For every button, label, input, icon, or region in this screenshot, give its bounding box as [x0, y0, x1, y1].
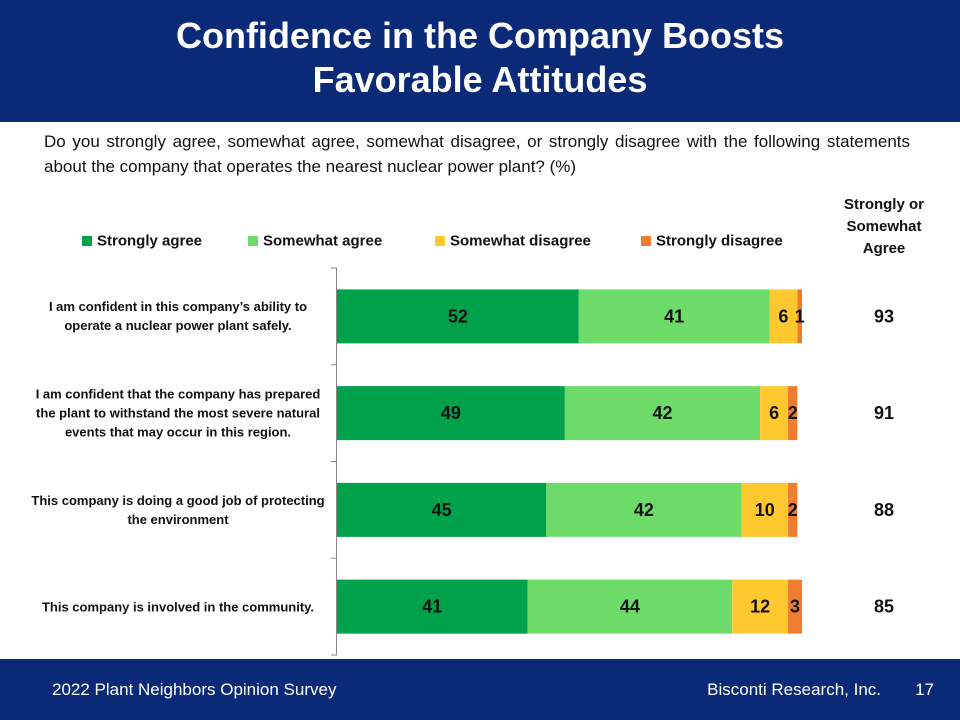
slide-title: Confidence in the Company Boosts Favorab… — [175, 15, 785, 100]
value-label: 44 — [620, 597, 640, 617]
bar-segment — [760, 386, 789, 441]
value-label: 41 — [664, 306, 684, 326]
bar-segment — [527, 579, 733, 634]
bar-segment — [741, 482, 789, 537]
legend-swatch — [435, 236, 445, 246]
bar-segment — [788, 482, 798, 537]
bar-segment — [578, 289, 770, 344]
bar-segment — [337, 579, 528, 634]
value-label: 2 — [788, 500, 798, 520]
bar-segment — [797, 289, 802, 344]
value-label: 52 — [448, 306, 468, 326]
category-label: This company is doing a good job of prot… — [31, 492, 325, 527]
value-label: 10 — [755, 500, 775, 520]
bar-segment — [564, 386, 761, 441]
side-value: 85 — [874, 597, 894, 617]
bar-segment — [769, 289, 798, 344]
side-header: Strongly or Somewhat Agree — [843, 196, 924, 257]
legend-swatch — [248, 236, 258, 246]
category-label: This company is involved in the communit… — [41, 599, 315, 615]
bar-segment — [337, 386, 565, 441]
page-number: 17 — [915, 680, 934, 699]
header-band — [0, 0, 960, 122]
bar-segment — [337, 289, 579, 344]
value-label: 41 — [422, 597, 442, 617]
bar-segment — [546, 482, 742, 537]
footer-band — [0, 659, 960, 720]
legend-label: Somewhat agree — [263, 232, 383, 250]
category-label: I am confident in this company’s ability… — [48, 299, 308, 334]
legend-swatch — [641, 236, 651, 246]
footer-right: Bisconti Research, Inc. — [707, 680, 881, 699]
value-label: 45 — [432, 500, 452, 520]
footer-left: 2022 Plant Neighbors Opinion Survey — [52, 680, 337, 699]
side-value: 91 — [874, 403, 894, 423]
legend-label: Strongly agree — [97, 232, 203, 250]
value-label: 6 — [769, 403, 779, 423]
value-label: 1 — [795, 306, 805, 326]
bar-segment — [788, 579, 802, 634]
value-label: 6 — [778, 306, 788, 326]
value-label: 2 — [788, 403, 798, 423]
bar-segment — [732, 579, 789, 634]
legend-label: Somewhat disagree — [450, 232, 591, 250]
value-label: 49 — [441, 403, 461, 423]
bar-segment — [337, 482, 547, 537]
side-value: 93 — [874, 306, 894, 326]
value-label: 3 — [790, 597, 800, 617]
value-label: 12 — [750, 597, 770, 617]
side-value: 88 — [874, 500, 894, 520]
value-label: 42 — [634, 500, 654, 520]
legend-label: Strongly disagree — [656, 232, 783, 250]
legend-swatch — [82, 236, 92, 246]
category-label: I am confident that the company has prep… — [35, 386, 321, 440]
value-label: 42 — [652, 403, 672, 423]
bar-segment — [788, 386, 798, 441]
question-text: Do you strongly agree, somewhat agree, s… — [44, 132, 910, 176]
